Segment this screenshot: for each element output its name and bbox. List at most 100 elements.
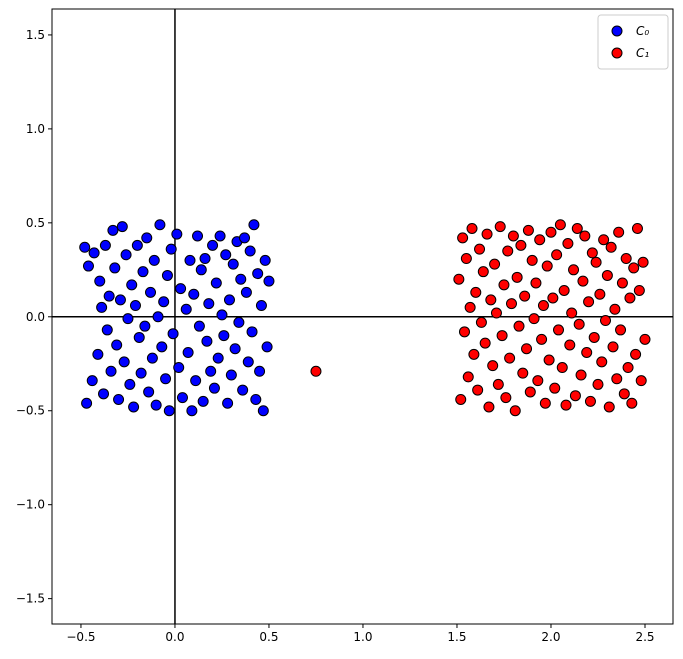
point [537, 300, 549, 312]
point [457, 232, 469, 244]
point [639, 333, 651, 345]
point [515, 239, 527, 251]
point [210, 277, 222, 289]
point [588, 331, 600, 343]
point [571, 222, 583, 234]
point [554, 219, 566, 231]
point [549, 382, 561, 394]
point [455, 393, 467, 405]
point [507, 230, 519, 242]
point [490, 307, 502, 319]
point [165, 243, 177, 255]
point [628, 262, 640, 274]
point [583, 296, 595, 308]
point [259, 254, 271, 266]
point [175, 283, 187, 295]
y-tick-label: 0.5 [26, 216, 45, 230]
point [603, 401, 615, 413]
point [101, 324, 113, 336]
point [522, 224, 534, 236]
point [137, 266, 149, 278]
x-tick-label: 1.0 [353, 630, 372, 644]
point [160, 373, 172, 385]
point [158, 296, 170, 308]
point [254, 365, 266, 377]
point [103, 290, 115, 302]
point [216, 309, 228, 321]
point [255, 300, 267, 312]
point [107, 224, 119, 236]
point [167, 328, 179, 340]
point [171, 228, 183, 240]
point [207, 239, 219, 251]
point [244, 245, 256, 257]
point [539, 397, 551, 409]
point [460, 253, 472, 265]
x-tick-label: 0.0 [165, 630, 184, 644]
point [109, 262, 121, 274]
point [240, 286, 252, 298]
point [173, 362, 185, 374]
point [477, 266, 489, 278]
point [513, 320, 525, 332]
point [528, 313, 540, 325]
point [541, 260, 553, 272]
point [551, 249, 563, 261]
point [150, 399, 162, 411]
point [504, 352, 516, 364]
point [86, 375, 98, 387]
point [235, 273, 247, 285]
point [472, 384, 484, 396]
point [135, 367, 147, 379]
point [154, 219, 166, 231]
point [631, 222, 643, 234]
x-tick-label: 0.5 [259, 630, 278, 644]
point [184, 254, 196, 266]
point [616, 277, 628, 289]
point [626, 397, 638, 409]
point [485, 294, 497, 306]
point [607, 341, 619, 353]
point [126, 279, 138, 291]
point [624, 292, 636, 304]
point [483, 401, 495, 413]
point [96, 301, 108, 313]
point [532, 375, 544, 387]
point [120, 249, 132, 261]
point [611, 373, 623, 385]
point [521, 343, 533, 355]
point [590, 256, 602, 268]
point [82, 260, 94, 272]
point [562, 238, 574, 250]
legend-marker [611, 25, 623, 37]
point [199, 253, 211, 265]
point [145, 286, 157, 298]
point [79, 241, 91, 253]
point [601, 269, 613, 281]
point [218, 330, 230, 342]
point [637, 256, 649, 268]
point [553, 324, 565, 336]
point [573, 318, 585, 330]
point [635, 375, 647, 387]
point [581, 346, 593, 358]
x-tick-label: 2.5 [635, 630, 654, 644]
point [237, 384, 249, 396]
point [487, 360, 499, 372]
point [466, 222, 478, 234]
point [481, 228, 493, 240]
point [133, 331, 145, 343]
point [223, 294, 235, 306]
legend-label: C₁ [636, 46, 649, 60]
point [99, 239, 111, 251]
point [566, 307, 578, 319]
point [111, 339, 123, 351]
point [156, 341, 168, 353]
point [143, 386, 155, 398]
point [152, 311, 164, 323]
point [233, 316, 245, 328]
point [468, 348, 480, 360]
x-tick-label: 1.5 [447, 630, 466, 644]
point [579, 230, 591, 242]
